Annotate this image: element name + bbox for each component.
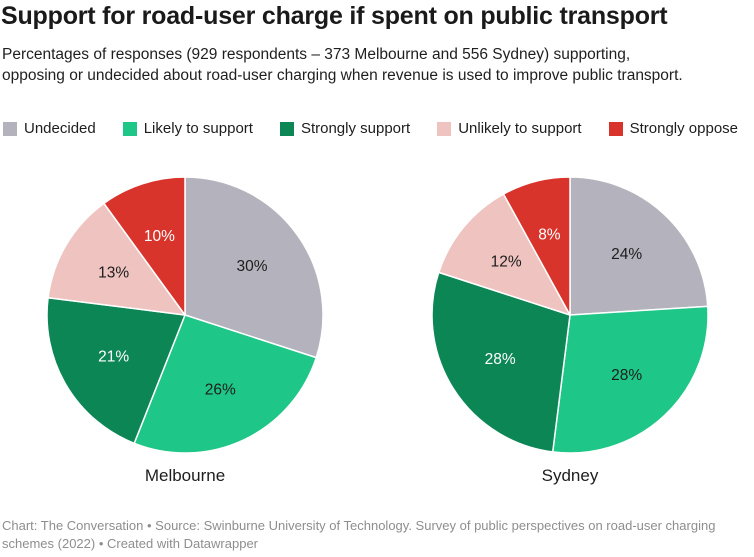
legend-label: Likely to support [143,120,253,137]
slice-label-likely-to-support: 26% [205,381,236,398]
legend-label: Undecided [24,120,96,137]
legend-swatch-strongly-oppose [608,121,623,136]
melbourne-pie-chart: 30% 26% 21% 13% 10% [46,176,324,454]
slice-label-strongly-oppose: 8% [538,226,561,243]
legend-swatch-strongly-support [279,121,294,136]
pie-slice-likely-to-support [133,314,317,454]
legend-item-likely-to-support: Likely to support [122,120,253,137]
chart-credit-line: Chart: The Conversation • Source: Swinbu… [2,518,716,551]
chart-subtitle: Percentages of responses (929 respondent… [2,46,683,84]
slice-label-unlikely-to-support: 12% [491,254,522,271]
slice-label-strongly-support: 21% [98,349,129,366]
pie-slice-undecided [184,176,324,359]
pie-slice-undecided [569,176,709,316]
sydney-pie-block: 24% 28% 28% 12% 8% Sydney [430,175,710,486]
slice-label-undecided: 24% [611,246,642,263]
sydney-caption: Sydney [541,466,599,485]
chart-title: Support for road-user charge if spent on… [1,2,668,30]
legend-item-undecided: Undecided [3,120,96,137]
pie-slice-strongly-oppose [502,176,571,316]
sydney-pie-chart: 24% 28% 28% 12% 8% [431,176,709,454]
pie-slice-strongly-oppose [103,176,186,316]
melbourne-caption: Melbourne [144,466,226,485]
pie-slice-strongly-support [46,296,186,445]
legend-label: Strongly support [300,120,411,137]
pie-slice-unlikely-to-support [47,202,186,316]
slice-label-likely-to-support: 28% [611,367,642,384]
legend-swatch-undecided [3,121,17,136]
legend-item-strongly-oppose: Strongly oppose [608,120,738,137]
pie-slice-strongly-support [431,271,571,453]
legend-label: Strongly oppose [629,120,738,137]
legend-swatch-likely-to-support [122,121,137,136]
legend: Undecided Likely to support Strongly sup… [3,120,754,137]
slice-label-strongly-oppose: 10% [144,228,175,245]
slice-label-undecided: 30% [236,258,267,275]
legend-item-strongly-support: Strongly support [279,120,411,137]
pie-slice-unlikely-to-support [438,193,571,316]
slice-label-unlikely-to-support: 13% [98,264,129,281]
pie-slice-likely-to-support [551,305,709,454]
melbourne-pie-block: 30% 26% 21% 13% 10% Melbourne [45,175,325,486]
slice-label-strongly-support: 28% [485,351,516,368]
legend-swatch-unlikely-to-support [437,121,452,136]
legend-label: Unlikely to support [458,120,582,137]
legend-item-unlikely-to-support: Unlikely to support [437,120,582,137]
